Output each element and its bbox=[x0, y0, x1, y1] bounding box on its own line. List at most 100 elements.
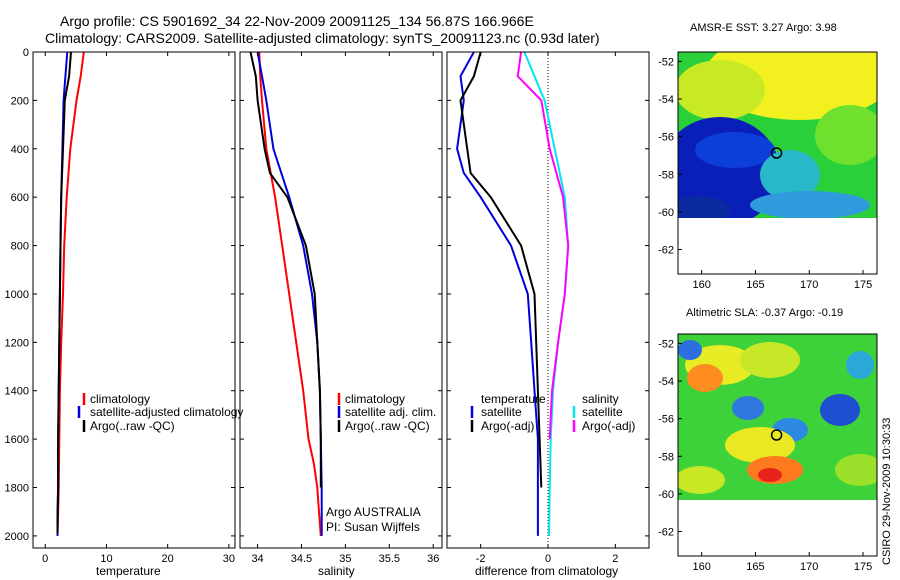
sla-map-frame bbox=[677, 333, 878, 557]
sla-argo-marker bbox=[770, 429, 783, 441]
temperature-xlabel: temperature bbox=[96, 564, 161, 578]
temperature-lines bbox=[56, 51, 85, 536]
map-x-tick-label: 160 bbox=[692, 279, 710, 291]
temperature-legend: climatology satellite-adjusted climatolo… bbox=[77, 392, 243, 433]
sla-red-patch bbox=[758, 468, 782, 482]
legend-label-temp-satellite: satellite bbox=[481, 405, 522, 419]
difference-xlabel: difference from climatology bbox=[475, 564, 618, 578]
x-tick-label: 2 bbox=[612, 553, 618, 565]
map-y-tick-label: -56 bbox=[658, 414, 674, 426]
map-y-tick-label: -60 bbox=[658, 489, 674, 501]
y-tick-label: 1600 bbox=[5, 434, 29, 446]
x-tick-label: 20 bbox=[162, 553, 174, 565]
temperature-panel: 0 200 400 600 800 1000 1200 1400 1600 1800 2000 0 10… bbox=[5, 47, 244, 578]
sla-orange-patch bbox=[687, 364, 723, 392]
map-y-tick-label: -58 bbox=[658, 169, 674, 181]
annotation-argo-australia: Argo AUSTRALIA bbox=[326, 505, 421, 519]
map-x-tick-label: 175 bbox=[854, 561, 872, 573]
sla-map-panel: Altimetric SLA: -0.37 Argo: -0.19 160 165… bbox=[658, 307, 878, 573]
difference-ticks: -2 0 2 bbox=[447, 51, 649, 565]
legend-label-satellite: satellite-adjusted climatology bbox=[90, 405, 243, 419]
series-line-argo-raw-qc- bbox=[249, 51, 322, 488]
x-tick-label: 10 bbox=[100, 553, 112, 565]
sst-argo-marker bbox=[770, 147, 783, 159]
map-x-tick-label: 165 bbox=[746, 279, 764, 291]
legend-label-argo: Argo(..raw -QC) bbox=[90, 419, 175, 433]
map-y-tick-label: -54 bbox=[658, 94, 674, 106]
y-tick-label: 1800 bbox=[5, 483, 29, 495]
difference-axes-frame bbox=[446, 51, 650, 549]
salinity-lines bbox=[249, 51, 323, 536]
sla-heatmap bbox=[678, 334, 877, 500]
salinity-axes-frame bbox=[239, 51, 443, 549]
legend-label-sal-satellite: satellite bbox=[582, 405, 623, 419]
legend-label-temp-argo: Argo(-adj) bbox=[481, 419, 534, 433]
annotation-pi: PI: Susan Wijffels bbox=[326, 520, 420, 534]
sst-green-patch bbox=[815, 105, 877, 165]
y-tick-label: 1000 bbox=[5, 289, 29, 301]
x-tick-label: 34 bbox=[251, 553, 263, 565]
y-tick-label: 600 bbox=[11, 192, 29, 204]
map-y-tick-label: -52 bbox=[658, 56, 674, 68]
map-y-tick-label: -60 bbox=[658, 207, 674, 219]
title-line-2: Climatology: CARS2009. Satellite-adjuste… bbox=[45, 30, 600, 46]
sla-map-title: Altimetric SLA: -0.37 Argo: -0.19 bbox=[686, 307, 843, 319]
legend-title-salinity: salinity bbox=[582, 392, 619, 406]
x-tick-label: 35 bbox=[339, 553, 351, 565]
sst-mid-patch-2 bbox=[750, 191, 870, 218]
salinity-panel: 34 34.5 35 35.5 36 salinity climatology sate… bbox=[239, 51, 443, 578]
temperature-ticks: 0 200 400 600 800 1000 1200 1400 1600 1800 2000 0 10… bbox=[5, 47, 235, 565]
x-tick-label: 35.5 bbox=[379, 553, 400, 565]
legend-label-climatology: climatology bbox=[345, 392, 405, 406]
sla-yellow-patch-3 bbox=[725, 427, 795, 463]
sla-blue-patch bbox=[678, 340, 702, 360]
salinity-xlabel: salinity bbox=[318, 564, 355, 578]
y-tick-label: 200 bbox=[11, 95, 29, 107]
sla-yellow-patch-2 bbox=[740, 342, 800, 378]
salinity-ticks: 34 34.5 35 35.5 36 bbox=[240, 51, 442, 565]
series-line-climatology bbox=[56, 51, 85, 536]
y-tick-label: 2000 bbox=[5, 531, 29, 543]
map-x-tick-label: 170 bbox=[800, 279, 818, 291]
sst-map-title: AMSR-E SST: 3.27 Argo: 3.98 bbox=[690, 22, 837, 34]
sst-map-ticks: 160 165 170 175 -52 -54 -56 -58 -60 -62 bbox=[658, 56, 872, 291]
sst-map-frame bbox=[677, 51, 878, 275]
sst-map-panel: AMSR-E SST: 3.27 Argo: 3.98 160 165 170 175… bbox=[658, 22, 878, 291]
sst-warm-patch bbox=[678, 60, 765, 120]
map-x-tick-label: 175 bbox=[854, 279, 872, 291]
sla-blue-patch-3 bbox=[732, 396, 764, 420]
salinity-legend: climatology satellite adj. clim. Argo(..… bbox=[337, 392, 436, 433]
title-line-1: Argo profile: CS 5901692_34 22-Nov-2009 … bbox=[60, 13, 534, 29]
sst-mid-patch bbox=[760, 150, 820, 200]
timestamp-stamp: CSIRO 29-Nov-2009 10:30:33 bbox=[881, 418, 893, 565]
sla-map-ticks: 160 165 170 175 -52 -54 -56 -58 -60 -62 bbox=[658, 338, 872, 573]
sst-cold-patch-2 bbox=[678, 196, 730, 218]
legend-title-temperature: temperature bbox=[481, 392, 546, 406]
x-tick-label: 34.5 bbox=[291, 553, 312, 565]
legend-label-climatology: climatology bbox=[90, 392, 150, 406]
sst-cold-patch bbox=[695, 132, 775, 168]
map-x-tick-label: 170 bbox=[800, 561, 818, 573]
map-y-tick-label: -62 bbox=[658, 245, 674, 257]
y-tick-label: 1400 bbox=[5, 386, 29, 398]
map-y-tick-label: -52 bbox=[658, 338, 674, 350]
sst-no-data bbox=[678, 218, 877, 274]
series-line-satellite bbox=[456, 51, 539, 536]
difference-lines bbox=[456, 51, 570, 548]
x-tick-label: 0 bbox=[42, 553, 48, 565]
x-tick-label: -2 bbox=[476, 553, 486, 565]
legend-label-satellite: satellite adj. clim. bbox=[345, 405, 436, 419]
map-y-tick-label: -58 bbox=[658, 451, 674, 463]
temperature-axes-frame bbox=[32, 51, 236, 549]
sst-heatmap bbox=[678, 52, 877, 218]
difference-panel: -2 0 2 difference from climatology tempera… bbox=[446, 51, 650, 578]
y-tick-label: 800 bbox=[11, 241, 29, 253]
map-y-tick-label: -62 bbox=[658, 527, 674, 539]
sla-blue-patch-2 bbox=[846, 351, 874, 379]
sla-yellow-patch-4 bbox=[678, 466, 725, 494]
x-tick-label: 36 bbox=[427, 553, 439, 565]
x-tick-label: 0 bbox=[545, 553, 551, 565]
legend-label-argo: Argo(..raw -QC) bbox=[345, 419, 430, 433]
sla-lime-patch bbox=[835, 454, 877, 486]
